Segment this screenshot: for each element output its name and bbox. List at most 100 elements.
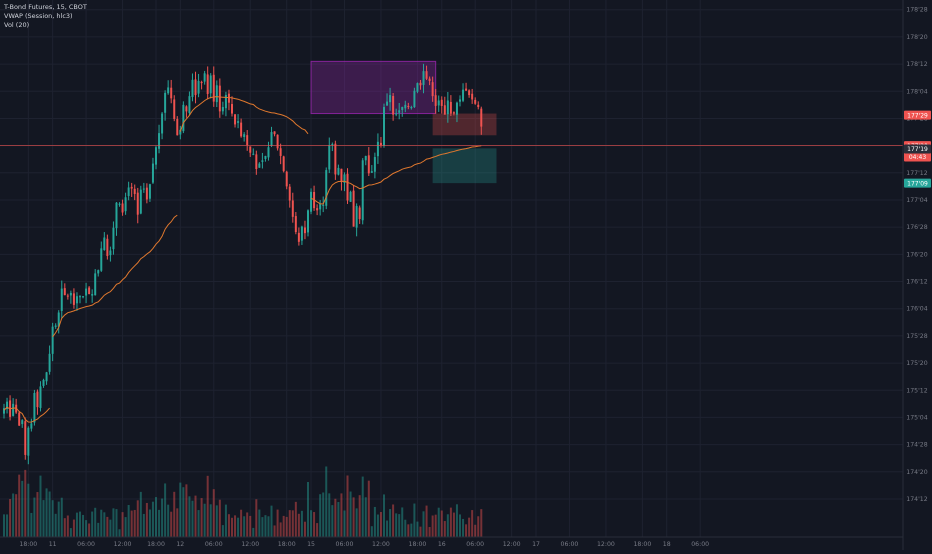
candle-19 bbox=[60, 288, 63, 311]
candle-42 bbox=[130, 186, 133, 189]
candle-119 bbox=[364, 155, 367, 161]
candle-79 bbox=[243, 134, 246, 138]
candle-45 bbox=[139, 189, 142, 214]
volume-bar-36 bbox=[112, 508, 115, 537]
volume-bar-94 bbox=[288, 510, 291, 537]
candle-154 bbox=[471, 93, 474, 100]
time-tick-label-17: 06:00 bbox=[561, 541, 579, 548]
volume-bar-58 bbox=[179, 482, 182, 537]
candle-11 bbox=[36, 391, 39, 408]
volume-bar-29 bbox=[91, 511, 94, 537]
volume-bar-3 bbox=[12, 493, 15, 537]
candle-33 bbox=[103, 237, 106, 250]
candle-64 bbox=[197, 80, 200, 94]
candle-83 bbox=[255, 154, 258, 169]
time-tick-label-0: 18:00 bbox=[19, 541, 37, 548]
price-label-3: 177'19 bbox=[907, 146, 928, 153]
candle-9 bbox=[30, 423, 33, 429]
drawings[interactable] bbox=[310, 60, 497, 184]
candle-108 bbox=[331, 143, 334, 145]
price-tick-label-1: 178'20 bbox=[906, 34, 927, 41]
symbol-title[interactable]: T-Bond Futures, 15, CBOT bbox=[4, 3, 87, 11]
volume-bar-88 bbox=[270, 505, 273, 537]
candle-12 bbox=[39, 386, 42, 408]
candle-5 bbox=[18, 412, 21, 426]
volume-bar-7 bbox=[24, 469, 27, 537]
volume-bar-42 bbox=[130, 510, 133, 537]
volume-bar-12 bbox=[39, 475, 42, 537]
volume-bar-110 bbox=[337, 502, 340, 537]
volume-bar-119 bbox=[364, 497, 367, 537]
candle-135 bbox=[413, 90, 416, 108]
volume-bar-5 bbox=[18, 474, 21, 537]
candle-67 bbox=[206, 74, 209, 94]
candle-145 bbox=[443, 105, 446, 115]
volume-bar-27 bbox=[85, 520, 88, 537]
volume-bar-115 bbox=[352, 497, 355, 537]
candle-92 bbox=[282, 156, 285, 172]
volume-bar-22 bbox=[69, 528, 72, 537]
volume-bar-125 bbox=[383, 494, 385, 537]
time-tick-label-6: 06:00 bbox=[205, 541, 223, 548]
candle-56 bbox=[173, 99, 176, 119]
volume-bar-51 bbox=[158, 509, 161, 537]
volume-bar-70 bbox=[215, 505, 218, 537]
volume-bar-40 bbox=[124, 517, 127, 537]
volume-bar-111 bbox=[340, 493, 343, 537]
candle-37 bbox=[115, 202, 118, 229]
candle-60 bbox=[185, 106, 188, 112]
candle-68 bbox=[209, 75, 212, 94]
candle-113 bbox=[346, 173, 349, 201]
vwap-indicator-label[interactable]: VWAP (Session, hlc3) bbox=[4, 12, 73, 20]
volume-bar-73 bbox=[224, 504, 227, 537]
volume-bar-84 bbox=[258, 509, 261, 537]
candle-36 bbox=[112, 227, 115, 250]
candle-148 bbox=[452, 112, 455, 114]
volume-bar-102 bbox=[313, 512, 316, 537]
candle-75 bbox=[231, 104, 233, 114]
candle-66 bbox=[203, 73, 206, 82]
candle-53 bbox=[164, 92, 167, 113]
candle-101 bbox=[310, 191, 313, 212]
volume-bar-77 bbox=[237, 517, 240, 537]
volume-bar-156 bbox=[477, 516, 480, 537]
volume-bar-145 bbox=[443, 521, 446, 537]
volume-bar-60 bbox=[185, 484, 188, 537]
volume-bar-33 bbox=[103, 512, 106, 537]
candle-35 bbox=[109, 250, 112, 256]
candle-88 bbox=[270, 132, 273, 146]
candle-150 bbox=[459, 99, 461, 102]
volume-bar-89 bbox=[273, 525, 276, 537]
candle-61 bbox=[188, 96, 191, 113]
candle-94 bbox=[288, 186, 291, 201]
time-tick-label-19: 18:00 bbox=[633, 541, 651, 548]
price-axis[interactable]: 178'28178'20178'12178'04177'28177'20177'… bbox=[902, 0, 932, 550]
candle-112 bbox=[343, 174, 346, 183]
candle-137 bbox=[419, 82, 422, 86]
candle-85 bbox=[261, 160, 264, 162]
candle-49 bbox=[151, 163, 154, 183]
candle-134 bbox=[410, 107, 413, 109]
volume-bar-95 bbox=[291, 510, 294, 537]
candle-141 bbox=[431, 82, 434, 97]
volume-bar-113 bbox=[346, 475, 349, 537]
volume-bar-62 bbox=[191, 500, 194, 537]
candle-147 bbox=[449, 101, 452, 114]
candle-120 bbox=[367, 155, 370, 174]
candle-62 bbox=[191, 79, 194, 98]
price-label-4: 177'09 bbox=[907, 180, 928, 187]
candle-39 bbox=[121, 203, 124, 213]
volume-bar-75 bbox=[231, 517, 233, 537]
price-tick-label-0: 178'28 bbox=[906, 7, 927, 14]
volume-bar-120 bbox=[367, 480, 370, 537]
volume-bar-144 bbox=[440, 510, 443, 537]
volume-indicator-label[interactable]: Vol (20) bbox=[4, 21, 30, 29]
time-axis[interactable]: 18:00 11 06:00 12:00 18:00 12 06:00 12:00 18:00 1… bbox=[0, 536, 903, 548]
volume-bar-80 bbox=[246, 512, 249, 537]
candle-28 bbox=[88, 287, 91, 295]
volume-bar-123 bbox=[376, 514, 379, 537]
